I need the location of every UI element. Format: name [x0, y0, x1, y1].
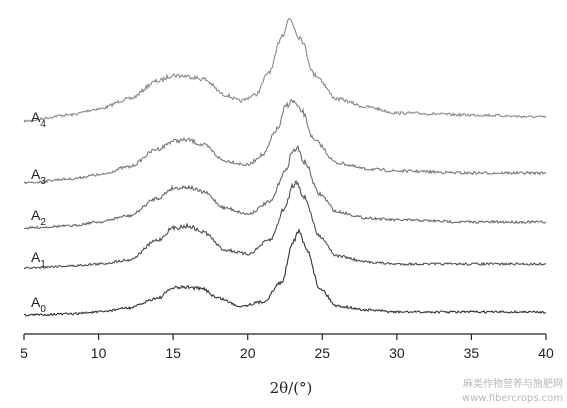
series-label-A2: A2	[31, 207, 46, 228]
series-line-A1	[23, 179, 547, 270]
x-ticks: 5 10 15 20 25 30 35 40	[20, 334, 554, 361]
watermark-text: 麻类作物营养与施肥网	[463, 377, 563, 390]
series-line-A4	[23, 17, 547, 124]
watermark-url: www.fibercrops.com	[462, 393, 563, 404]
series-line-A3	[23, 98, 547, 185]
curves-group	[23, 17, 547, 317]
series-label-A3: A3	[31, 166, 46, 187]
series-line-A0	[23, 227, 547, 317]
x-tick-label: 10	[91, 345, 107, 361]
x-tick-label: 5	[20, 345, 28, 361]
x-tick-label: 15	[165, 345, 181, 361]
series-label-A1: A1	[31, 249, 46, 270]
series-label-A0: A0	[31, 294, 46, 315]
x-tick-label: 30	[389, 345, 405, 361]
x-tick-label: 25	[314, 345, 330, 361]
series-labels: A4 A3 A2 A1 A0	[31, 109, 46, 315]
series-label-A4: A4	[31, 109, 46, 130]
x-axis-title: 2θ/(°)	[270, 379, 313, 397]
x-tick-label: 40	[538, 345, 554, 361]
x-tick-label: 35	[464, 345, 480, 361]
series-line-A2	[23, 144, 547, 230]
x-tick-label: 20	[240, 345, 256, 361]
